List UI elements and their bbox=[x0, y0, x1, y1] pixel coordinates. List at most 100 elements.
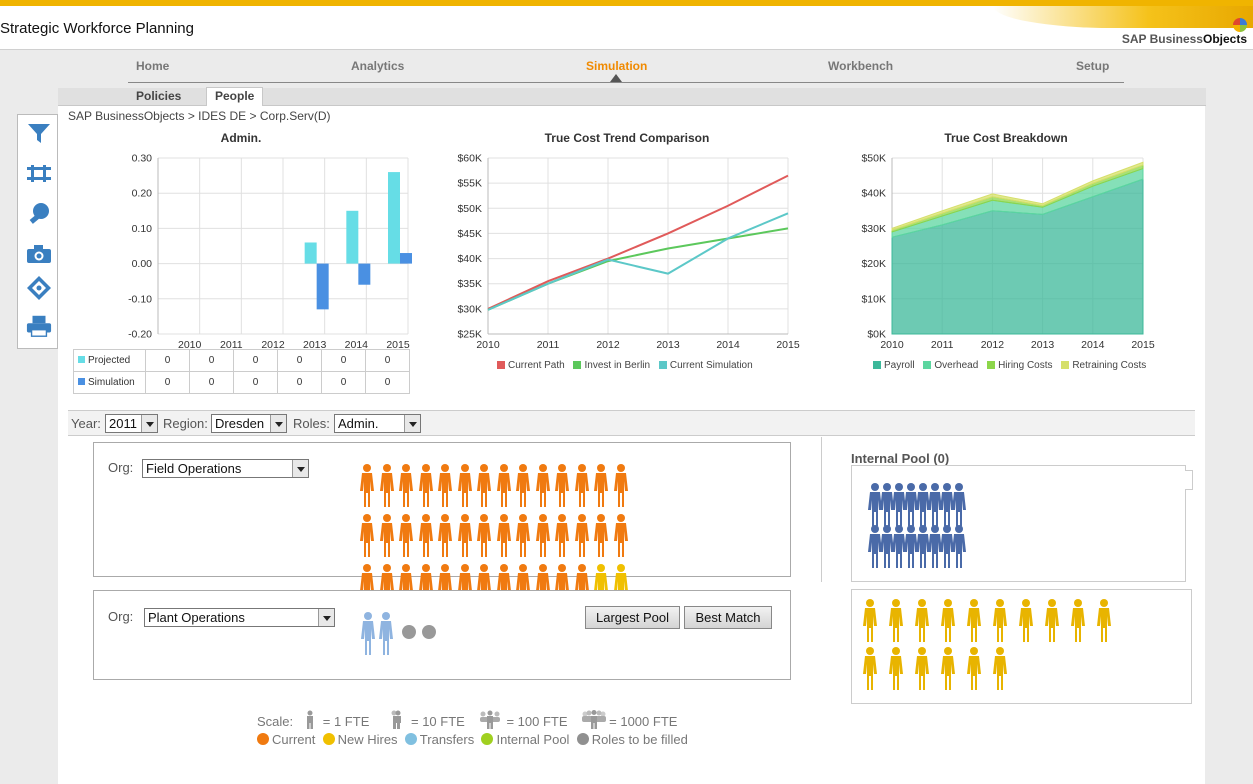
filter-bar: Year: 2011 Region: Dresden Roles: Admin. bbox=[68, 410, 1195, 436]
person-icon[interactable] bbox=[867, 524, 883, 570]
person-icon[interactable] bbox=[378, 611, 394, 657]
person-icon[interactable] bbox=[903, 524, 919, 570]
person-icon[interactable] bbox=[359, 513, 375, 559]
camera-icon[interactable] bbox=[26, 241, 52, 267]
person-icon[interactable] bbox=[939, 482, 955, 528]
org-select[interactable]: Field Operations bbox=[142, 459, 309, 478]
tab-setup[interactable]: Setup bbox=[1076, 59, 1110, 73]
person-icon[interactable] bbox=[457, 463, 473, 509]
person-icon[interactable] bbox=[951, 524, 967, 570]
person-icon[interactable] bbox=[862, 646, 878, 692]
table-cell: 0 bbox=[277, 371, 322, 394]
table-cell: 0 bbox=[277, 349, 322, 372]
role-to-fill-dot bbox=[422, 625, 436, 639]
person-icon[interactable] bbox=[940, 646, 956, 692]
chevron-down-icon[interactable] bbox=[292, 460, 308, 477]
best-match-button[interactable]: Best Match bbox=[684, 606, 772, 629]
person-icon[interactable] bbox=[593, 463, 609, 509]
x-tick-label: 2014 bbox=[716, 339, 740, 351]
x-tick-label: 2011 bbox=[220, 339, 243, 351]
person-icon[interactable] bbox=[437, 513, 453, 559]
chevron-down-icon[interactable] bbox=[141, 415, 157, 432]
person-icon[interactable] bbox=[496, 463, 512, 509]
person-icon[interactable] bbox=[1070, 598, 1086, 644]
person-icon[interactable] bbox=[613, 463, 629, 509]
chevron-down-icon[interactable] bbox=[318, 609, 334, 626]
tab-analytics[interactable]: Analytics bbox=[351, 59, 405, 73]
hierarchy-icon[interactable] bbox=[26, 161, 52, 187]
person-icon[interactable] bbox=[951, 482, 967, 528]
person-icon[interactable] bbox=[360, 611, 376, 657]
lightbulb-icon[interactable] bbox=[26, 201, 52, 227]
person-icon[interactable] bbox=[915, 524, 931, 570]
region-select[interactable]: Dresden bbox=[211, 414, 287, 433]
person-icon[interactable] bbox=[359, 463, 375, 509]
person-icon[interactable] bbox=[379, 463, 395, 509]
subtab-policies[interactable]: Policies bbox=[136, 89, 182, 103]
person-icon[interactable] bbox=[418, 513, 434, 559]
map-icon[interactable] bbox=[26, 275, 52, 301]
org-panel-plant-operations: Org: Plant Operations Largest Pool Best … bbox=[93, 590, 791, 680]
year-select[interactable]: 2011 bbox=[105, 414, 158, 433]
roles-select[interactable]: Admin. bbox=[334, 414, 421, 433]
person-icon[interactable] bbox=[554, 513, 570, 559]
person-icon[interactable] bbox=[966, 646, 982, 692]
person-icon[interactable] bbox=[418, 463, 434, 509]
pool-scroll-tab[interactable] bbox=[1185, 470, 1193, 490]
tab-home[interactable]: Home bbox=[136, 59, 170, 73]
printer-icon[interactable] bbox=[26, 313, 52, 339]
subtab-people[interactable]: People bbox=[206, 87, 264, 106]
person-icon[interactable] bbox=[535, 513, 551, 559]
person-icon[interactable] bbox=[879, 524, 895, 570]
person-icon[interactable] bbox=[903, 482, 919, 528]
person-icon[interactable] bbox=[613, 513, 629, 559]
filter-icon[interactable] bbox=[26, 121, 52, 147]
person-icon[interactable] bbox=[437, 463, 453, 509]
person-icon[interactable] bbox=[398, 513, 414, 559]
person-icon[interactable] bbox=[554, 463, 570, 509]
person-icon[interactable] bbox=[398, 463, 414, 509]
person-icon[interactable] bbox=[867, 482, 883, 528]
person-icon[interactable] bbox=[915, 482, 931, 528]
person-icon[interactable] bbox=[515, 513, 531, 559]
person-icon[interactable] bbox=[379, 513, 395, 559]
person-icon[interactable] bbox=[888, 598, 904, 644]
largest-pool-button[interactable]: Largest Pool bbox=[585, 606, 680, 629]
person-icon[interactable] bbox=[939, 524, 955, 570]
person-icon[interactable] bbox=[914, 646, 930, 692]
person-icon[interactable] bbox=[1096, 598, 1112, 644]
person-icon[interactable] bbox=[879, 482, 895, 528]
legend-swatch bbox=[873, 361, 881, 369]
person-icon[interactable] bbox=[862, 598, 878, 644]
chevron-down-icon[interactable] bbox=[404, 415, 420, 432]
person-icon[interactable] bbox=[496, 513, 512, 559]
person-icon[interactable] bbox=[476, 513, 492, 559]
tab-workbench[interactable]: Workbench bbox=[828, 59, 894, 73]
table-cell: 0 bbox=[145, 371, 190, 394]
roles-to-fill-dot bbox=[576, 733, 589, 745]
person-icon[interactable] bbox=[992, 646, 1008, 692]
person-icon[interactable] bbox=[457, 513, 473, 559]
person-icon[interactable] bbox=[888, 646, 904, 692]
person-icon[interactable] bbox=[593, 513, 609, 559]
legend-label: Roles to be filled bbox=[591, 732, 688, 747]
tab-simulation[interactable]: Simulation bbox=[586, 59, 648, 73]
chevron-down-icon[interactable] bbox=[270, 415, 286, 432]
trend-legend: Current Path Invest in Berlin Current Si… bbox=[497, 360, 759, 371]
person-icon[interactable] bbox=[940, 598, 956, 644]
person-icon[interactable] bbox=[574, 513, 590, 559]
person-icon[interactable] bbox=[1044, 598, 1060, 644]
person-icon[interactable] bbox=[966, 598, 982, 644]
person-icon[interactable] bbox=[927, 524, 943, 570]
person-icon[interactable] bbox=[515, 463, 531, 509]
person-icon[interactable] bbox=[574, 463, 590, 509]
org-select[interactable]: Plant Operations bbox=[144, 608, 335, 627]
person-icon[interactable] bbox=[891, 482, 907, 528]
person-icon[interactable] bbox=[992, 598, 1008, 644]
person-icon[interactable] bbox=[927, 482, 943, 528]
person-icon[interactable] bbox=[914, 598, 930, 644]
person-icon[interactable] bbox=[891, 524, 907, 570]
person-icon[interactable] bbox=[535, 463, 551, 509]
person-icon[interactable] bbox=[1018, 598, 1034, 644]
person-icon[interactable] bbox=[476, 463, 492, 509]
